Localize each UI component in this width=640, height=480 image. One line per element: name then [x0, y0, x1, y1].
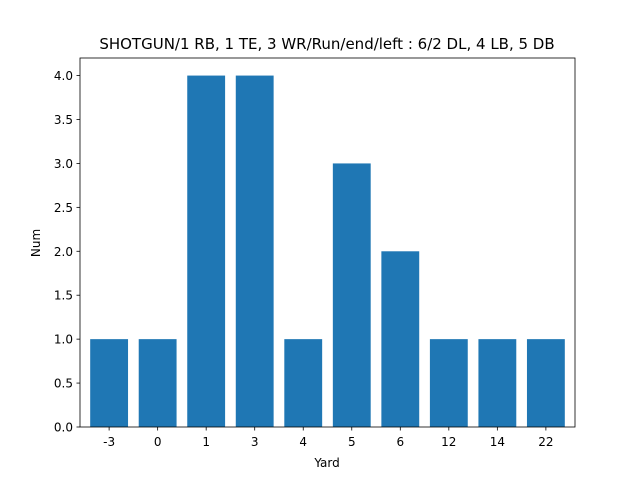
plot-frame: [79, 57, 576, 428]
x-tick-label: 22: [538, 435, 553, 449]
y-tick-label: 2.5: [54, 201, 73, 215]
bar-1: [187, 75, 226, 427]
bar--3: [90, 339, 129, 427]
bar-0: [138, 339, 177, 427]
y-tick-label: 1.5: [54, 289, 73, 303]
y-tick-label: 4.0: [54, 69, 73, 83]
bar-6: [381, 251, 420, 427]
x-tick-label: 0: [154, 435, 162, 449]
y-tick-label: 0.0: [54, 421, 73, 435]
y-tick-label: 1.0: [54, 333, 73, 347]
x-tick-label: 5: [348, 435, 356, 449]
bar-14: [478, 339, 517, 427]
x-tick-label: 3: [251, 435, 259, 449]
bar-4: [284, 339, 323, 427]
bar-12: [429, 339, 468, 427]
x-tick-label: 6: [396, 435, 404, 449]
y-tick-label: 3.5: [54, 113, 73, 127]
y-tick-label: 3.0: [54, 157, 73, 171]
x-axis-label: Yard: [313, 456, 339, 470]
x-tick-label: 12: [441, 435, 456, 449]
x-axis: -3 0 1 3 4 5 6 12 14 22: [103, 427, 554, 449]
x-tick-label: -3: [103, 435, 115, 449]
y-tick-label: 0.5: [54, 377, 73, 391]
plot-area: [79, 57, 576, 428]
bar-3: [235, 75, 274, 427]
y-axis-label: Num: [29, 229, 43, 257]
chart-title: SHOTGUN/1 RB, 1 TE, 3 WR/Run/end/left : …: [99, 35, 554, 53]
bar-22: [526, 339, 565, 427]
x-tick-label: 1: [202, 435, 210, 449]
x-tick-label: 14: [490, 435, 505, 449]
y-tick-label: 2.0: [54, 245, 73, 259]
x-tick-label: 4: [299, 435, 307, 449]
y-axis: 0.0 0.5 1.0 1.5 2.0 2.5 3.0 3.5 4.0: [54, 69, 80, 435]
bar-5: [332, 163, 371, 427]
